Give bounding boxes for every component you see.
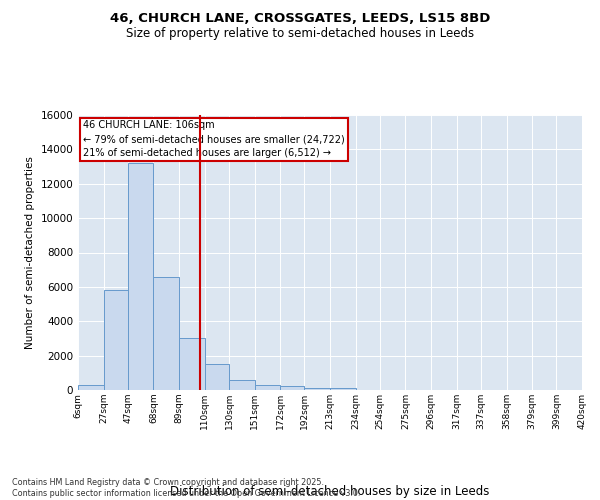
- Text: 46, CHURCH LANE, CROSSGATES, LEEDS, LS15 8BD: 46, CHURCH LANE, CROSSGATES, LEEDS, LS15…: [110, 12, 490, 26]
- Bar: [254, 385, 280, 390]
- Text: 46 CHURCH LANE: 106sqm
← 79% of semi-detached houses are smaller (24,722)
21% of: 46 CHURCH LANE: 106sqm ← 79% of semi-det…: [83, 120, 345, 158]
- Bar: [128, 163, 154, 390]
- Bar: [104, 290, 128, 390]
- Bar: [179, 338, 205, 390]
- Y-axis label: Number of semi-detached properties: Number of semi-detached properties: [25, 156, 35, 349]
- Bar: [280, 386, 304, 390]
- Text: Size of property relative to semi-detached houses in Leeds: Size of property relative to semi-detach…: [126, 28, 474, 40]
- Bar: [229, 380, 254, 390]
- X-axis label: Distribution of semi-detached houses by size in Leeds: Distribution of semi-detached houses by …: [170, 484, 490, 498]
- Bar: [78, 385, 104, 390]
- Bar: [205, 364, 229, 390]
- Bar: [304, 388, 330, 390]
- Bar: [154, 276, 179, 390]
- Bar: [330, 388, 356, 390]
- Text: Contains HM Land Registry data © Crown copyright and database right 2025.
Contai: Contains HM Land Registry data © Crown c…: [12, 478, 361, 498]
